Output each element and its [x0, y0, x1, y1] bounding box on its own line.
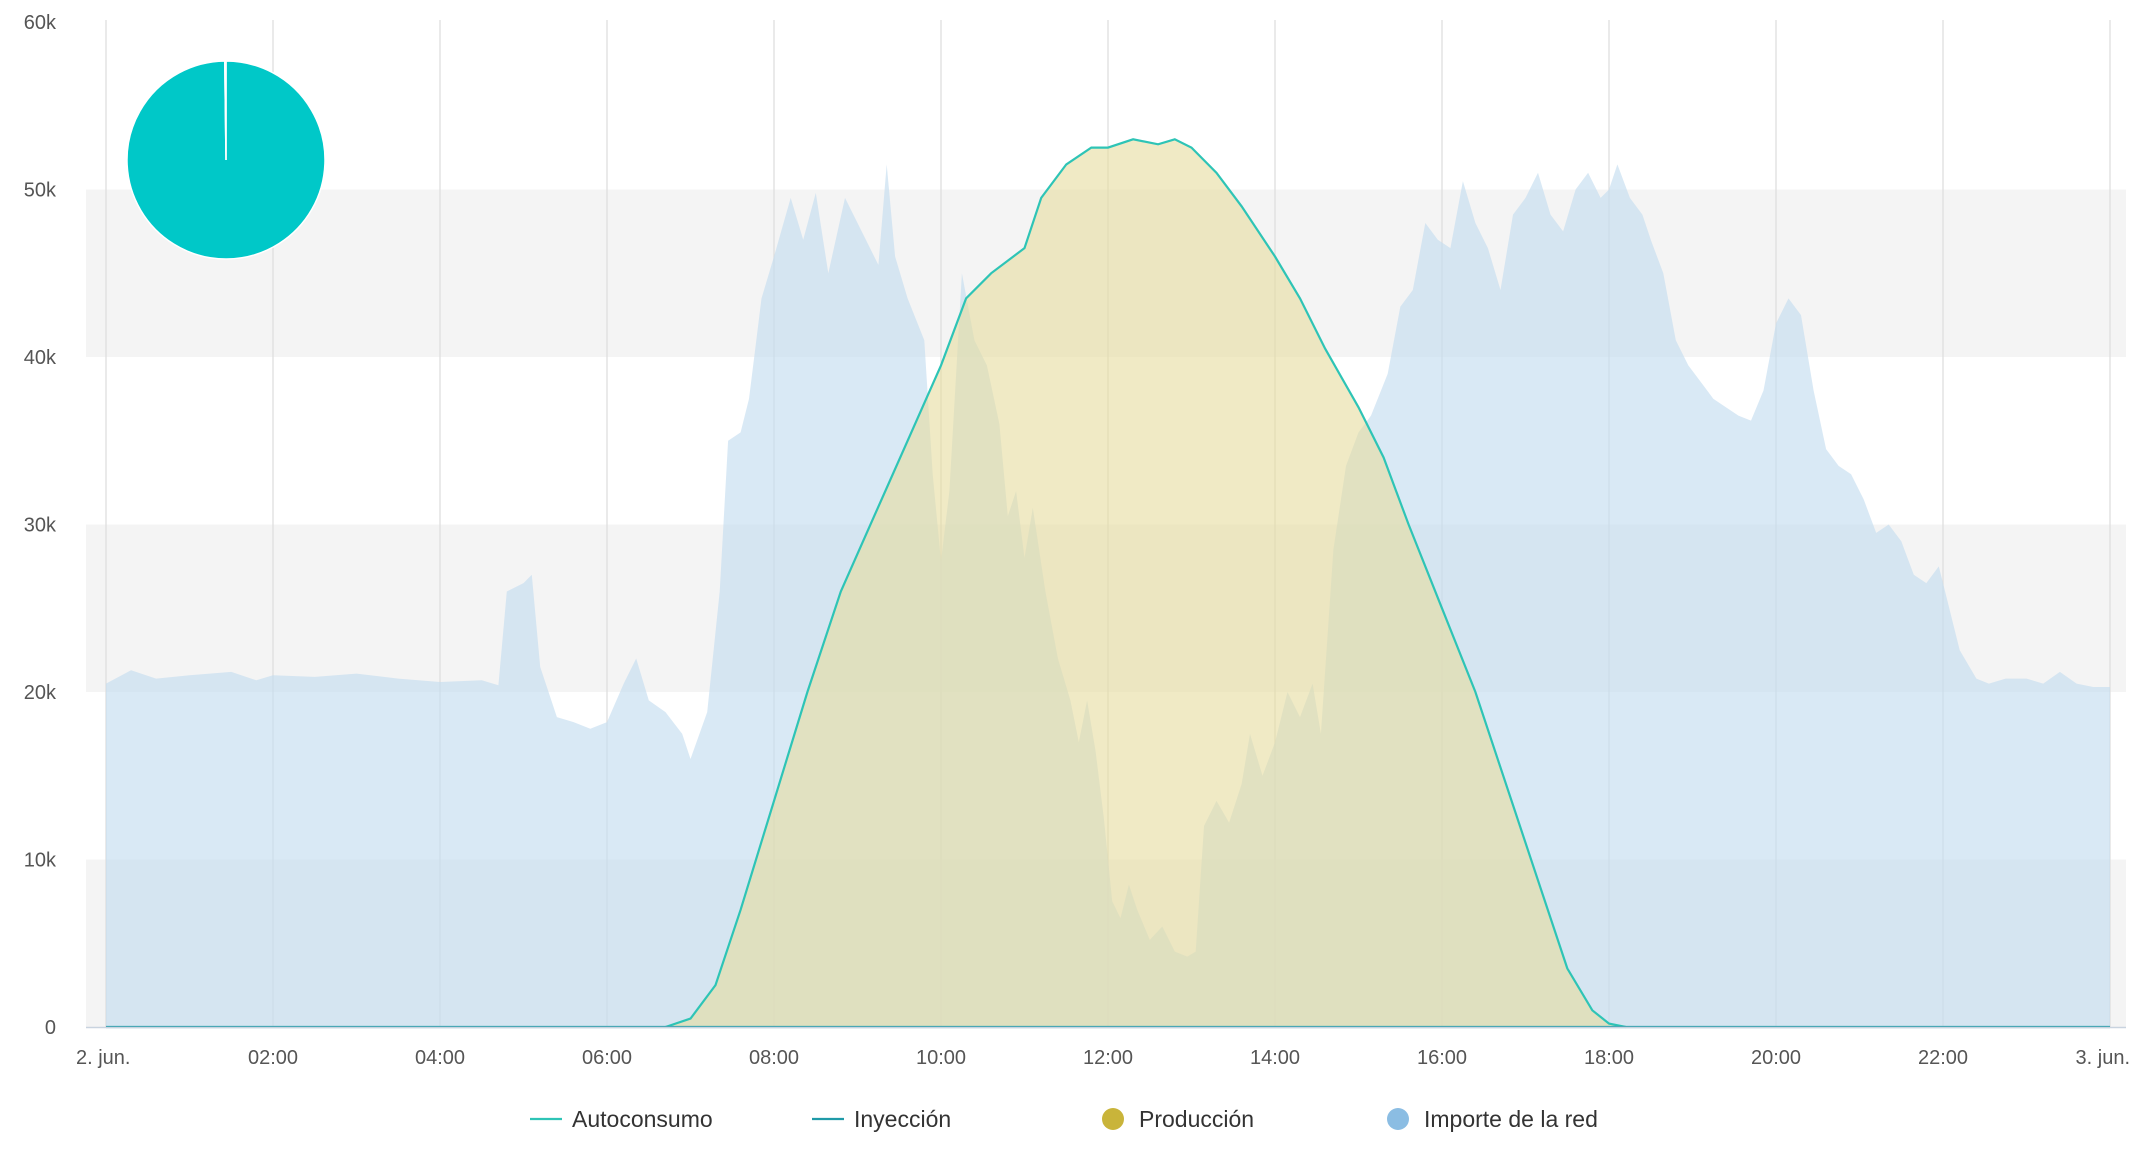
- y-tick-label: 20k: [24, 682, 57, 704]
- x-tick-label: 08:00: [749, 1047, 799, 1069]
- y-tick-label: 10k: [24, 850, 57, 872]
- legend-label: Producción: [1139, 1106, 1254, 1132]
- x-tick-label: 20:00: [1751, 1047, 1801, 1069]
- series-area-importe-de-la-red: [106, 164, 2110, 1027]
- legend-label: Autoconsumo: [572, 1106, 713, 1132]
- x-tick-label: 2. jun.: [76, 1047, 130, 1069]
- legend-label: Importe de la red: [1424, 1106, 1598, 1132]
- legend-item[interactable]: Importe de la red: [1387, 1106, 1598, 1132]
- x-tick-label: 14:00: [1250, 1047, 1300, 1069]
- x-tick-label: 10:00: [916, 1047, 966, 1069]
- x-tick-label: 16:00: [1417, 1047, 1467, 1069]
- x-tick-label: 02:00: [248, 1047, 298, 1069]
- x-tick-label: 18:00: [1584, 1047, 1634, 1069]
- y-tick-label: 0: [45, 1017, 56, 1039]
- legend-label: Inyección: [854, 1106, 951, 1132]
- legend: Autoconsumo Inyección Producción Importe de…: [530, 1106, 1598, 1132]
- x-tick-label: 04:00: [415, 1047, 465, 1069]
- y-tick-label: 60k: [24, 12, 57, 34]
- legend-item[interactable]: Producción: [1102, 1106, 1254, 1132]
- y-tick-label: 40k: [24, 347, 57, 369]
- x-axis-ticks: 2. jun. 02:00 04:00 06:00 08:00 10:00 12:00 14:…: [76, 1047, 2130, 1069]
- x-tick-label: 22:00: [1918, 1047, 1968, 1069]
- pie-slice[interactable]: [223, 60, 227, 161]
- y-tick-label: 50k: [24, 180, 57, 202]
- legend-circle-symbol: [1102, 1108, 1124, 1130]
- y-tick-label: 30k: [24, 515, 57, 537]
- pie-chart: [126, 60, 326, 260]
- series-layer: [106, 138, 2110, 1029]
- legend-circle-symbol: [1387, 1108, 1409, 1130]
- legend-item[interactable]: Autoconsumo: [530, 1106, 713, 1132]
- x-tick-label: 3. jun.: [2076, 1047, 2130, 1069]
- legend-item[interactable]: Inyección: [812, 1106, 951, 1132]
- y-axis-ticks: 0 10k 20k 30k 40k 50k 60k: [24, 12, 57, 1039]
- series-line-autoconsumo: [665, 138, 1626, 1029]
- series-area-produccion: [665, 139, 1626, 1028]
- x-tick-label: 12:00: [1083, 1047, 1133, 1069]
- x-tick-label: 06:00: [582, 1047, 632, 1069]
